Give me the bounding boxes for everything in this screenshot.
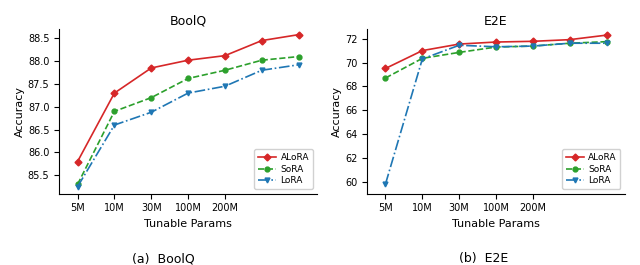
SoRA	[147, 96, 155, 99]
LoRA	[603, 42, 611, 45]
ALoRA	[221, 54, 228, 57]
LoRA	[566, 42, 573, 45]
ALoRA	[492, 41, 500, 44]
SoRA	[258, 59, 266, 62]
SoRA	[566, 42, 573, 45]
ALoRA	[184, 59, 192, 62]
SoRA	[529, 45, 537, 48]
ALoRA	[381, 67, 389, 70]
ALoRA	[111, 91, 118, 95]
LoRA	[74, 185, 81, 188]
ALoRA	[295, 33, 303, 36]
SoRA	[221, 69, 228, 72]
LoRA	[381, 182, 389, 186]
ALoRA	[455, 42, 463, 46]
Text: (b)  E2E: (b) E2E	[459, 252, 508, 265]
LoRA	[455, 44, 463, 47]
X-axis label: Tunable Params: Tunable Params	[452, 219, 540, 229]
ALoRA	[529, 40, 537, 43]
ALoRA	[566, 38, 573, 41]
SoRA	[603, 40, 611, 43]
SoRA	[492, 45, 500, 48]
Y-axis label: Accuracy: Accuracy	[15, 86, 25, 137]
Title: BoolQ: BoolQ	[170, 15, 207, 28]
SoRA	[455, 51, 463, 54]
Y-axis label: Accuracy: Accuracy	[332, 86, 342, 137]
Line: ALoRA: ALoRA	[383, 33, 609, 71]
ALoRA	[74, 160, 81, 163]
LoRA	[529, 45, 537, 48]
LoRA	[221, 85, 228, 88]
ALoRA	[419, 49, 426, 52]
SoRA	[184, 77, 192, 80]
Line: ALoRA: ALoRA	[75, 32, 301, 164]
SoRA	[111, 110, 118, 113]
LoRA	[295, 63, 303, 66]
Line: LoRA: LoRA	[383, 41, 609, 186]
ALoRA	[147, 67, 155, 70]
SoRA	[74, 183, 81, 186]
Title: E2E: E2E	[484, 15, 508, 28]
ALoRA	[603, 34, 611, 37]
LoRA	[258, 69, 266, 72]
SoRA	[381, 76, 389, 80]
SoRA	[419, 57, 426, 60]
Line: SoRA: SoRA	[383, 39, 609, 80]
LoRA	[419, 57, 426, 60]
LoRA	[492, 45, 500, 48]
Legend: ALoRA, SoRA, LoRA: ALoRA, SoRA, LoRA	[254, 149, 312, 189]
Legend: ALoRA, SoRA, LoRA: ALoRA, SoRA, LoRA	[562, 149, 621, 189]
Text: (a)  BoolQ: (a) BoolQ	[132, 252, 195, 265]
LoRA	[184, 91, 192, 95]
SoRA	[295, 55, 303, 58]
ALoRA	[258, 39, 266, 42]
Line: LoRA: LoRA	[75, 62, 301, 189]
LoRA	[111, 123, 118, 127]
X-axis label: Tunable Params: Tunable Params	[144, 219, 232, 229]
Line: SoRA: SoRA	[75, 54, 301, 187]
LoRA	[147, 111, 155, 114]
